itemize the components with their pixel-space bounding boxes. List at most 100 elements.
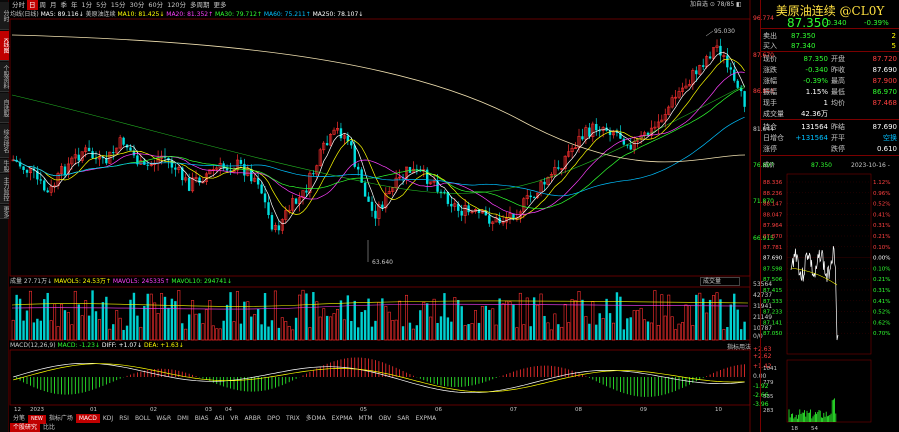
candle-body bbox=[84, 147, 88, 153]
stat-label: 持仓 bbox=[763, 123, 777, 131]
stat-row: 持仓 131564 昨结 87.690 bbox=[761, 122, 899, 132]
period-tab-12[interactable]: 多周期 bbox=[190, 1, 210, 9]
candle-body bbox=[277, 225, 281, 231]
candle-body bbox=[322, 142, 326, 151]
volume-bar bbox=[494, 324, 498, 341]
indicator-tab-18[interactable]: OBV bbox=[378, 415, 392, 422]
bottom-tab2-0[interactable]: 个股研究 bbox=[10, 423, 41, 432]
stat-label: 涨幅 bbox=[763, 77, 777, 85]
mini-pct-tick: 0.21% bbox=[873, 234, 890, 240]
volume-indicator-dropdown[interactable]: 成交量 bbox=[700, 277, 740, 286]
candle-body bbox=[619, 132, 622, 139]
divider bbox=[761, 28, 899, 29]
indicator-tab-10[interactable]: ASI bbox=[214, 415, 225, 422]
volume-bar bbox=[429, 316, 433, 341]
volume-bar bbox=[422, 301, 426, 341]
left-tab-3[interactable]: 自选股 bbox=[0, 93, 9, 123]
indicator-tab-8[interactable]: DMI bbox=[177, 415, 189, 422]
volume-bar bbox=[463, 325, 467, 341]
macd-tick: +1.42 bbox=[753, 363, 772, 370]
volume-bar bbox=[232, 321, 236, 341]
stat-value: -0.39% bbox=[803, 77, 828, 85]
indicator-tab-0[interactable]: 分笔 bbox=[13, 415, 26, 422]
indicator-tab-15[interactable]: 多DMA bbox=[305, 415, 326, 422]
stat-row: 日增仓 +131564 开平 空换 bbox=[761, 133, 899, 143]
indicator-tab-12[interactable]: ARBR bbox=[244, 415, 262, 422]
volume-bar bbox=[563, 304, 567, 341]
indicator-tab-11[interactable]: VR bbox=[230, 415, 239, 422]
mini-pct-tick: 1.12% bbox=[873, 180, 890, 186]
intraday-mini-chart[interactable]: 88.336 1.12% 88.236 0.96% 88.147 0.52% 88.047 0… bbox=[761, 170, 899, 432]
indicator-tab-4[interactable]: KDJ bbox=[102, 415, 114, 422]
period-tab-1[interactable]: 日 bbox=[27, 0, 38, 10]
ma-long-line bbox=[11, 84, 746, 194]
left-tab-4[interactable]: 综合排名 bbox=[0, 124, 9, 158]
volume-bar bbox=[501, 303, 505, 341]
volume-bar bbox=[708, 299, 712, 340]
indicator-tab-14[interactable]: TRIX bbox=[286, 415, 300, 422]
left-tab-7[interactable]: 更多 bbox=[0, 205, 9, 219]
candle-body bbox=[101, 156, 105, 159]
candle-body bbox=[329, 133, 333, 146]
volume-bar bbox=[453, 297, 457, 341]
indicator-tab-5[interactable]: RSI bbox=[119, 415, 129, 422]
bid-ask-label: 买入 bbox=[763, 42, 777, 50]
mini-price-tick: 87.233 bbox=[763, 310, 783, 316]
period-tab-13[interactable]: 更多 bbox=[213, 1, 227, 9]
volume-bar bbox=[505, 300, 509, 341]
indicator-tab-6[interactable]: BOLL bbox=[134, 415, 151, 422]
indicator-tab-9[interactable]: BIAS bbox=[194, 415, 209, 422]
stat-label: 成交量 bbox=[763, 110, 784, 118]
period-tab-6[interactable]: 1分 bbox=[81, 1, 93, 9]
volume-tick: 31941 bbox=[753, 303, 773, 310]
indicator-usage-link[interactable]: 指标用法 bbox=[727, 344, 752, 351]
period-tab-9[interactable]: 30分 bbox=[129, 1, 145, 9]
volume-bar bbox=[570, 299, 574, 341]
volume-bar bbox=[63, 310, 67, 340]
period-tab-10[interactable]: 60分 bbox=[148, 1, 164, 9]
indicator-tab-19[interactable]: SAR bbox=[397, 415, 410, 422]
candle-body bbox=[736, 80, 739, 88]
top-right-info[interactable]: 加自选 ⊙ 78/85 ◧ bbox=[690, 1, 742, 8]
left-tab-6[interactable]: 主力监控 bbox=[0, 174, 9, 204]
candle-body bbox=[463, 205, 467, 216]
price-tick: 76.897 bbox=[753, 162, 774, 169]
stat-value: 86.970 bbox=[872, 88, 898, 96]
left-tab-5[interactable]: 牛股 bbox=[0, 159, 9, 173]
volume-bar bbox=[246, 301, 250, 341]
period-tab-3[interactable]: 月 bbox=[50, 1, 57, 9]
left-tab-0[interactable]: 分时 bbox=[0, 2, 9, 30]
period-tab-8[interactable]: 15分 bbox=[110, 1, 126, 9]
diff-line bbox=[13, 362, 745, 394]
indicator-tab-20[interactable]: EXPMA bbox=[415, 415, 437, 422]
stat-value: 42.36万 bbox=[800, 110, 828, 118]
indicator-tab-16[interactable]: EXPMA bbox=[331, 415, 353, 422]
left-tab-2[interactable]: 个股资料 bbox=[0, 62, 9, 92]
period-tab-5[interactable]: 年 bbox=[71, 1, 78, 9]
candle-body bbox=[560, 168, 564, 170]
period-tab-0[interactable]: 分时 bbox=[12, 1, 25, 9]
period-tab-4[interactable]: 季 bbox=[60, 1, 68, 9]
kline-chart[interactable]: 95.030 63.640 12 2023 01 02 03 04 05 06 07 08 09 10 bbox=[0, 0, 760, 432]
period-tab-11[interactable]: 120分 bbox=[167, 1, 187, 9]
mini-price-tick: 87.781 bbox=[763, 245, 782, 251]
volume-bar bbox=[149, 293, 153, 341]
volume-bar bbox=[677, 323, 681, 341]
candle-body bbox=[177, 167, 181, 170]
indicator-tab-2[interactable]: 指标广场 bbox=[48, 415, 73, 422]
candle-body bbox=[584, 127, 588, 140]
bottom-tab2-1[interactable]: 比比 bbox=[43, 424, 56, 431]
indicator-tab-7[interactable]: W&R bbox=[156, 415, 172, 422]
left-tab-1[interactable]: K线图 bbox=[0, 31, 9, 61]
period-tab-7[interactable]: 5分 bbox=[96, 1, 107, 9]
indicator-tab-3[interactable]: MACD bbox=[75, 414, 100, 423]
period-tab-2[interactable]: 周 bbox=[39, 1, 47, 9]
volume-bar bbox=[649, 322, 653, 341]
candle-body bbox=[273, 225, 277, 230]
indicator-tab-1[interactable]: NEW bbox=[28, 415, 46, 424]
indicator-tab-13[interactable]: DPO bbox=[267, 415, 281, 422]
volume-bar bbox=[518, 292, 522, 341]
candle-body bbox=[670, 97, 674, 108]
mini-pct-tick: 0.10% bbox=[873, 266, 890, 272]
indicator-tab-17[interactable]: MTM bbox=[358, 415, 373, 422]
